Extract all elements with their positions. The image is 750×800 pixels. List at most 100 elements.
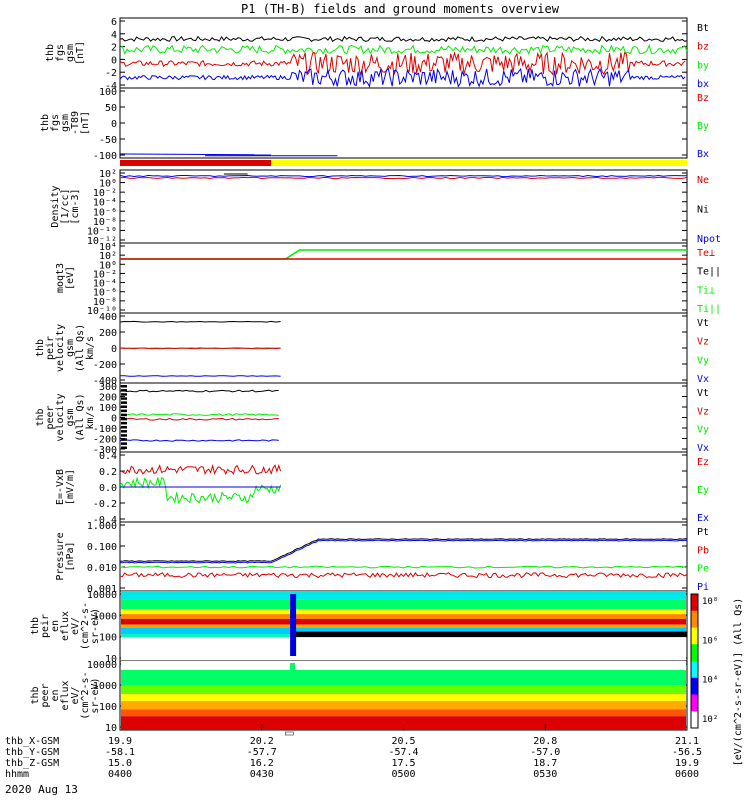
series-vz xyxy=(119,347,281,350)
x-tick-label: 20.5 xyxy=(391,736,415,747)
y-tick-label: 10⁻² xyxy=(93,188,117,199)
y-label-line: Density xyxy=(50,185,61,227)
y-label-line: sr-eV) xyxy=(90,608,101,644)
x-tick-label: 21.1 xyxy=(675,736,699,747)
y-tick-label: 100 xyxy=(99,87,117,98)
y-label-line: eV/ xyxy=(70,686,81,704)
series-bx xyxy=(119,67,686,89)
colorbar-segment xyxy=(691,627,698,645)
y-tick-label: 0 xyxy=(111,55,117,66)
y-tick-label: 200 xyxy=(99,328,117,339)
y-tick-label: 10⁰ xyxy=(99,179,117,190)
y-axis-label: Density [1/cc] [cm-3] xyxy=(50,185,81,227)
x-row-label: thb_Y-GSM xyxy=(5,747,59,758)
colorbar-segment xyxy=(691,644,698,662)
spectro-band xyxy=(121,609,686,615)
y-tick-label: 4 xyxy=(111,30,117,41)
tick-marks xyxy=(121,421,127,425)
y-label-line: moqt3 xyxy=(55,263,66,293)
legend-bz: Bz xyxy=(697,93,709,104)
y-tick-label: 1000 xyxy=(93,611,117,622)
panel-frame xyxy=(119,242,688,314)
y-label-line: en xyxy=(50,689,61,701)
y-label-line: km/s xyxy=(85,336,96,360)
y-label-line: thb xyxy=(30,686,41,704)
y-label-line: (All Qs) xyxy=(75,324,86,372)
y-tick-label: 10⁻¹² xyxy=(87,236,117,247)
colorbar-tick: 10⁶ xyxy=(702,636,718,646)
series-vt xyxy=(119,320,281,323)
colorbar-segment xyxy=(691,677,698,695)
panel-frame xyxy=(119,87,688,159)
y-axis-label: Pressure [nPa] xyxy=(55,532,76,580)
spectro-band xyxy=(121,591,686,600)
spectro-band xyxy=(121,701,686,710)
series-vz xyxy=(119,417,279,421)
series-bx-t89 xyxy=(119,153,272,156)
colorbar-label: [eV/(cm^2-s-sr-eV)] (All Qs) xyxy=(733,598,744,767)
colorbar-segment xyxy=(691,661,698,679)
series-ti xyxy=(120,249,687,260)
tick-marks xyxy=(121,401,127,404)
y-tick-label: 10⁻⁶ xyxy=(93,288,117,299)
y-label-line: Pressure xyxy=(55,532,66,580)
y-tick-label: 100 xyxy=(99,403,117,414)
y-label-line: velocity xyxy=(55,324,66,372)
y-tick-label: 0.001 xyxy=(87,584,117,595)
y-label-line: [nT] xyxy=(80,111,91,135)
y-label-line: thb xyxy=(45,44,56,62)
y-label-line: km/s xyxy=(85,405,96,429)
spectro-dark-band xyxy=(290,631,687,638)
y-label-line: [1/cc] xyxy=(60,188,71,224)
y-label-line: velocity xyxy=(55,393,66,441)
series-vx xyxy=(120,375,281,377)
spectro-band xyxy=(121,709,686,717)
tick-marks xyxy=(121,397,127,400)
tick-marks xyxy=(121,442,127,445)
y-tick-label: 0.2 xyxy=(99,467,117,478)
y-tick-label: 50 xyxy=(105,103,117,114)
spectro-band xyxy=(121,614,686,619)
y-tick-label: -50 xyxy=(99,135,117,146)
y-axis-label: thb peir velocity gsm (All Qs) km/s xyxy=(35,324,96,372)
y-tick-label: -100 xyxy=(93,151,117,162)
legend-pe: Pe xyxy=(697,564,709,575)
x-row-label: hhmm xyxy=(5,769,29,780)
colorbar-frame xyxy=(690,593,699,729)
y-label-line: (cm^2-s- xyxy=(80,671,91,719)
tick-marks xyxy=(121,389,127,392)
y-tick-label: 10⁻¹⁰ xyxy=(87,306,117,317)
colorbar-segment xyxy=(691,610,698,628)
y-tick-label: -100 xyxy=(93,424,117,435)
y-tick-label: -0.2 xyxy=(93,499,117,510)
colorbar-segment xyxy=(691,694,698,712)
spectro-band xyxy=(121,661,686,670)
y-label-line: gsm xyxy=(65,44,76,62)
y-tick-label: 200 xyxy=(99,393,117,404)
tick-marks xyxy=(121,405,127,408)
y-label-line: thb xyxy=(30,617,41,635)
tick-marks xyxy=(121,409,127,413)
legend-ez: Ez xyxy=(697,457,709,468)
tick-marks xyxy=(121,426,127,429)
spectro-gap-column xyxy=(290,663,296,673)
legend-ey: Ey xyxy=(697,485,709,496)
y-tick-label: 10⁻⁸ xyxy=(93,297,117,308)
spectro-band xyxy=(121,627,686,635)
y-axis-label: thb peer velocity gsm (All Qs) km/s xyxy=(35,393,96,441)
spectro-empty xyxy=(121,637,686,661)
legend-vx: Vx xyxy=(697,443,709,454)
x-tick-label: -57.7 xyxy=(247,747,277,758)
panel-density: 10²10⁰10⁻²10⁻⁴10⁻⁶10⁻⁸10⁻¹⁰10⁻¹²Density[… xyxy=(50,169,721,247)
x-axis: thb_X-GSMthb_Y-GSMthb_Z-GSMhhmm19.9-58.1… xyxy=(5,724,702,780)
y-tick-label: 10 xyxy=(105,723,117,734)
y-tick-label: 10⁰ xyxy=(99,260,117,271)
colorbar-tick: 10² xyxy=(702,715,718,725)
series-ez xyxy=(119,463,282,476)
series-ey xyxy=(119,476,282,504)
y-tick-label: 10 xyxy=(105,654,117,665)
legend-vz: Vz xyxy=(697,337,709,348)
spectro-band xyxy=(121,669,686,686)
x-tick-label: -57.4 xyxy=(388,747,418,758)
